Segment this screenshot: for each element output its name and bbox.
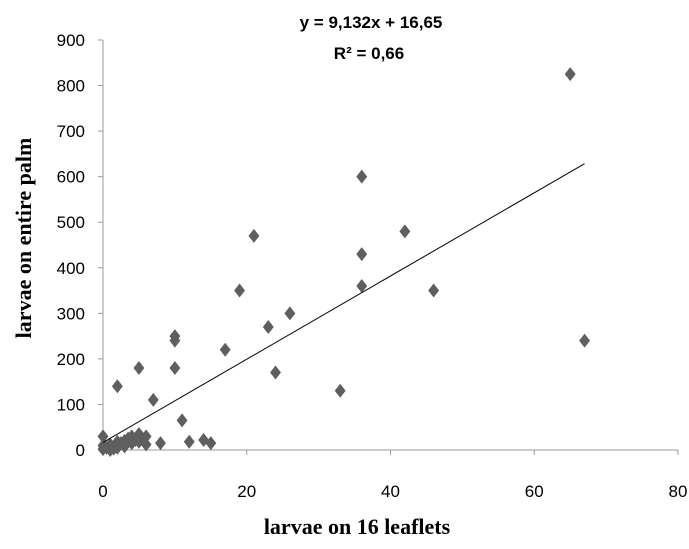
y-tick-label: 100 <box>57 395 85 414</box>
x-axis-title: larvae on 16 leaflets <box>264 514 451 539</box>
data-point <box>356 169 368 184</box>
trendline <box>102 163 585 443</box>
data-point <box>248 228 260 243</box>
data-point <box>133 427 145 442</box>
data-point <box>579 333 591 348</box>
data-point <box>564 67 576 82</box>
data-point <box>97 429 109 444</box>
y-axis-ticks: 0 100 200 300 400 500 600 700 800 900 <box>57 31 103 460</box>
x-tick-label: 40 <box>381 482 400 501</box>
y-tick-label: 600 <box>57 168 85 187</box>
axes: 0 20 40 60 80 0 100 200 300 400 500 600 700 800 900 <box>57 31 688 501</box>
data-point <box>147 392 159 407</box>
data-point <box>111 379 123 394</box>
y-tick-label: 0 <box>76 441 85 460</box>
x-tick-label: 0 <box>98 482 107 501</box>
y-tick-label: 500 <box>57 213 85 232</box>
y-tick-label: 700 <box>57 122 85 141</box>
data-point <box>399 224 411 239</box>
x-tick-label: 20 <box>237 482 256 501</box>
y-tick-label: 200 <box>57 350 85 369</box>
trendline-equation: y = 9,132x + 16,65 <box>300 13 443 32</box>
data-point <box>234 283 246 298</box>
y-axis-title: larvae on entire palm <box>11 138 36 339</box>
data-point <box>284 306 296 321</box>
data-point <box>155 436 166 451</box>
data-point <box>176 413 188 428</box>
y-tick-label: 800 <box>57 77 85 96</box>
data-point <box>428 283 440 298</box>
data-point <box>169 361 181 375</box>
data-point <box>334 383 346 398</box>
data-point <box>183 434 195 449</box>
data-points <box>97 67 591 457</box>
data-point <box>270 365 281 380</box>
x-tick-label: 80 <box>669 482 688 501</box>
data-point <box>133 434 145 449</box>
x-tick-label: 60 <box>525 482 544 501</box>
data-point <box>126 429 138 444</box>
data-point <box>133 361 145 375</box>
trendline-r-squared: R² = 0,66 <box>334 44 404 63</box>
data-point <box>140 437 152 452</box>
data-point <box>356 247 368 262</box>
data-point <box>205 436 217 451</box>
data-point <box>198 432 210 447</box>
data-point <box>356 279 368 293</box>
data-point <box>140 429 152 444</box>
x-axis-ticks: 0 20 40 60 80 <box>98 450 687 501</box>
y-tick-label: 900 <box>57 31 85 50</box>
data-point <box>219 342 231 357</box>
y-tick-label: 300 <box>57 304 85 323</box>
y-tick-label: 400 <box>57 259 85 278</box>
data-point <box>262 320 274 334</box>
data-point <box>169 333 181 348</box>
